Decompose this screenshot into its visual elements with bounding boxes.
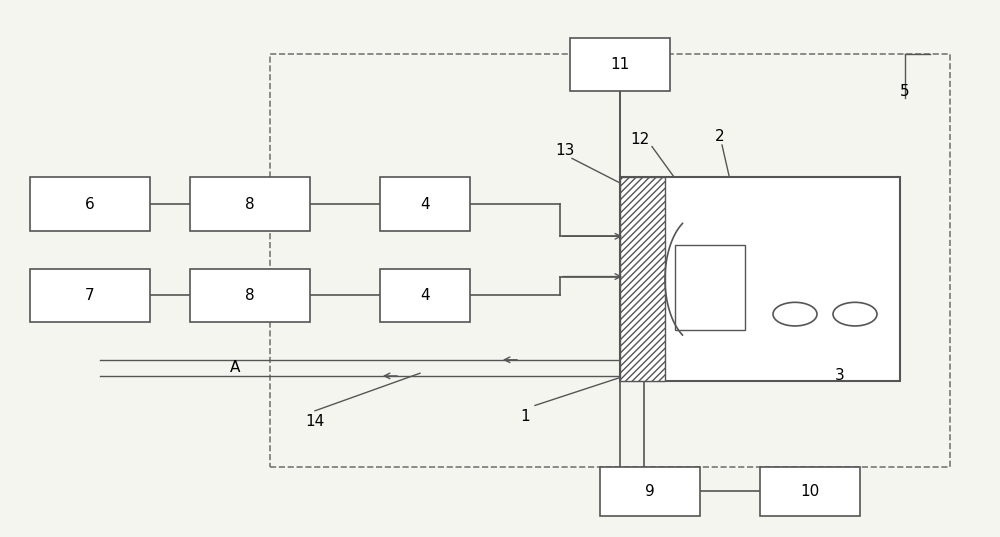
Text: 10: 10 [800, 484, 820, 499]
Text: 8: 8 [245, 288, 255, 303]
Bar [620, 177, 665, 381]
Text: 2: 2 [715, 129, 725, 144]
Text: 8: 8 [245, 197, 255, 212]
Bar [30, 177, 150, 231]
Text: 5: 5 [900, 84, 910, 99]
Text: 1: 1 [520, 409, 530, 424]
Text: 9: 9 [645, 484, 655, 499]
Text: 4: 4 [420, 197, 430, 212]
Bar [30, 268, 150, 322]
Text: 14: 14 [305, 414, 325, 429]
Text: 11: 11 [610, 57, 630, 72]
Bar [760, 467, 860, 516]
Bar [600, 467, 700, 516]
Bar [620, 177, 900, 381]
Text: 4: 4 [420, 288, 430, 303]
Text: 6: 6 [85, 197, 95, 212]
Text: 13: 13 [555, 143, 575, 158]
Bar [570, 38, 670, 91]
Bar [190, 177, 310, 231]
Bar [675, 244, 745, 330]
Text: 12: 12 [630, 132, 650, 147]
Text: 7: 7 [85, 288, 95, 303]
Text: A: A [230, 360, 240, 375]
Bar [190, 268, 310, 322]
Text: 3: 3 [835, 368, 845, 383]
Bar [380, 177, 470, 231]
Bar [380, 268, 470, 322]
Bar [270, 54, 950, 467]
